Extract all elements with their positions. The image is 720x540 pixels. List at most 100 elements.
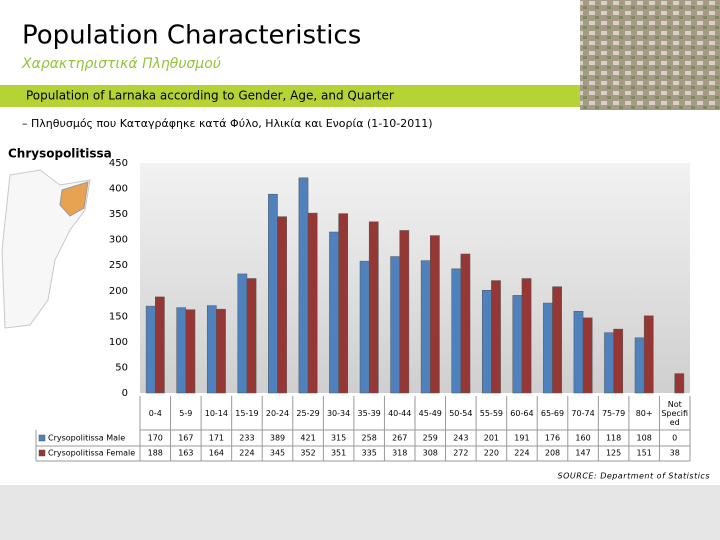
bar: [176, 307, 187, 394]
x-tick-label: 65-69: [540, 408, 565, 418]
banner-bg: [0, 85, 580, 107]
legend-swatch: [38, 449, 46, 457]
table-value: 352: [300, 449, 315, 458]
table-value: 147: [575, 449, 590, 458]
bar: [451, 268, 462, 394]
y-tick-label: 350: [109, 209, 128, 220]
table-value: 335: [362, 449, 377, 458]
table-value: 108: [637, 434, 652, 443]
bar: [298, 177, 309, 394]
table-value: 171: [209, 434, 224, 443]
banner: Population of Larnaka according to Gende…: [26, 89, 394, 103]
bar: [582, 317, 593, 394]
x-tick-label: 75-79: [601, 408, 626, 418]
y-tick-label: 400: [109, 184, 128, 195]
source: SOURCE: Department of Statistics: [558, 472, 710, 481]
x-tick-label: 60-64: [510, 408, 534, 418]
table-value: 176: [545, 434, 560, 443]
x-tick-label: 5-9: [179, 408, 193, 418]
y-tick-label: 0: [122, 388, 128, 399]
bar: [307, 212, 318, 394]
bar: [481, 290, 492, 394]
x-tick-label: 25-29: [296, 408, 320, 418]
bar: [552, 286, 562, 394]
table-value: 163: [178, 449, 193, 458]
x-tick-label: 55-59: [479, 408, 503, 418]
bar: [460, 253, 471, 394]
table-value: 38: [670, 449, 680, 458]
footer-band: [0, 485, 720, 540]
bar: [604, 332, 614, 394]
bar: [430, 235, 440, 394]
bar: [634, 337, 645, 394]
bar: [206, 305, 217, 394]
table-value: 188: [148, 449, 163, 458]
y-tick-label: 300: [109, 235, 128, 246]
table-value: 170: [148, 434, 163, 443]
table-value: 272: [453, 449, 468, 458]
y-tick-label: 50: [115, 362, 128, 373]
table-value: 160: [575, 434, 590, 443]
table-value: 308: [423, 449, 438, 458]
x-tick-label: 35-39: [357, 408, 381, 418]
legend-swatch: [38, 434, 46, 442]
bar: [543, 302, 553, 394]
region-label: Chrysopolitissa: [8, 147, 112, 161]
table-value: 318: [392, 449, 407, 458]
table-value: 224: [239, 449, 254, 458]
x-tick-label: 70-74: [571, 408, 595, 418]
bar: [145, 305, 156, 394]
legend-label: Crysopolitissa Male: [48, 434, 125, 443]
x-tick-label: 0-4: [148, 408, 162, 418]
plot-area: [140, 163, 690, 393]
table-value: 164: [209, 449, 224, 458]
bar: [185, 309, 196, 394]
table-value: 151: [637, 449, 652, 458]
bar: [613, 328, 624, 394]
x-tick-label: 15-19: [235, 408, 259, 418]
photo: [580, 0, 720, 110]
caption: – Πληθυσμός που Καταγράφηκε κατά Φύλο, Η…: [22, 117, 433, 130]
bar: [216, 308, 226, 394]
bar: [246, 278, 257, 394]
x-tick-label: 50-54: [449, 408, 473, 418]
table-value: 345: [270, 449, 285, 458]
x-tick-label: 20-24: [265, 408, 290, 418]
table-value: 421: [300, 434, 315, 443]
y-tick-label: 200: [109, 286, 128, 297]
table-value: 167: [178, 434, 193, 443]
bar: [390, 256, 400, 394]
bar: [277, 216, 287, 394]
x-tick-label: 45-49: [418, 408, 442, 418]
table-value: 315: [331, 434, 346, 443]
bar: [155, 296, 165, 394]
x-tick-label: 30-34: [326, 408, 351, 418]
table-value: 118: [606, 434, 621, 443]
bar: [368, 221, 379, 394]
bar: [643, 315, 654, 394]
table-value: 389: [270, 434, 285, 443]
bar: [420, 260, 431, 394]
table-value: 191: [514, 434, 529, 443]
bar: [237, 273, 248, 394]
x-tick-label: Not Specified: [661, 399, 689, 427]
table-value: 224: [514, 449, 529, 458]
bar: [338, 213, 349, 394]
table-value: 125: [606, 449, 621, 458]
table-value: 233: [239, 434, 254, 443]
y-tick-label: 100: [109, 337, 128, 348]
table-value: 0: [672, 434, 677, 443]
table-value: 351: [331, 449, 346, 458]
table-value: 259: [423, 434, 438, 443]
bar: [329, 231, 339, 394]
table-value: 267: [392, 434, 407, 443]
table-value: 258: [362, 434, 377, 443]
x-tick-label: 40-44: [388, 408, 412, 418]
table-value: 201: [484, 434, 499, 443]
y-tick-label: 450: [109, 158, 128, 169]
bar: [491, 280, 501, 394]
bar: [521, 278, 532, 394]
map-highlight: [59, 181, 89, 217]
